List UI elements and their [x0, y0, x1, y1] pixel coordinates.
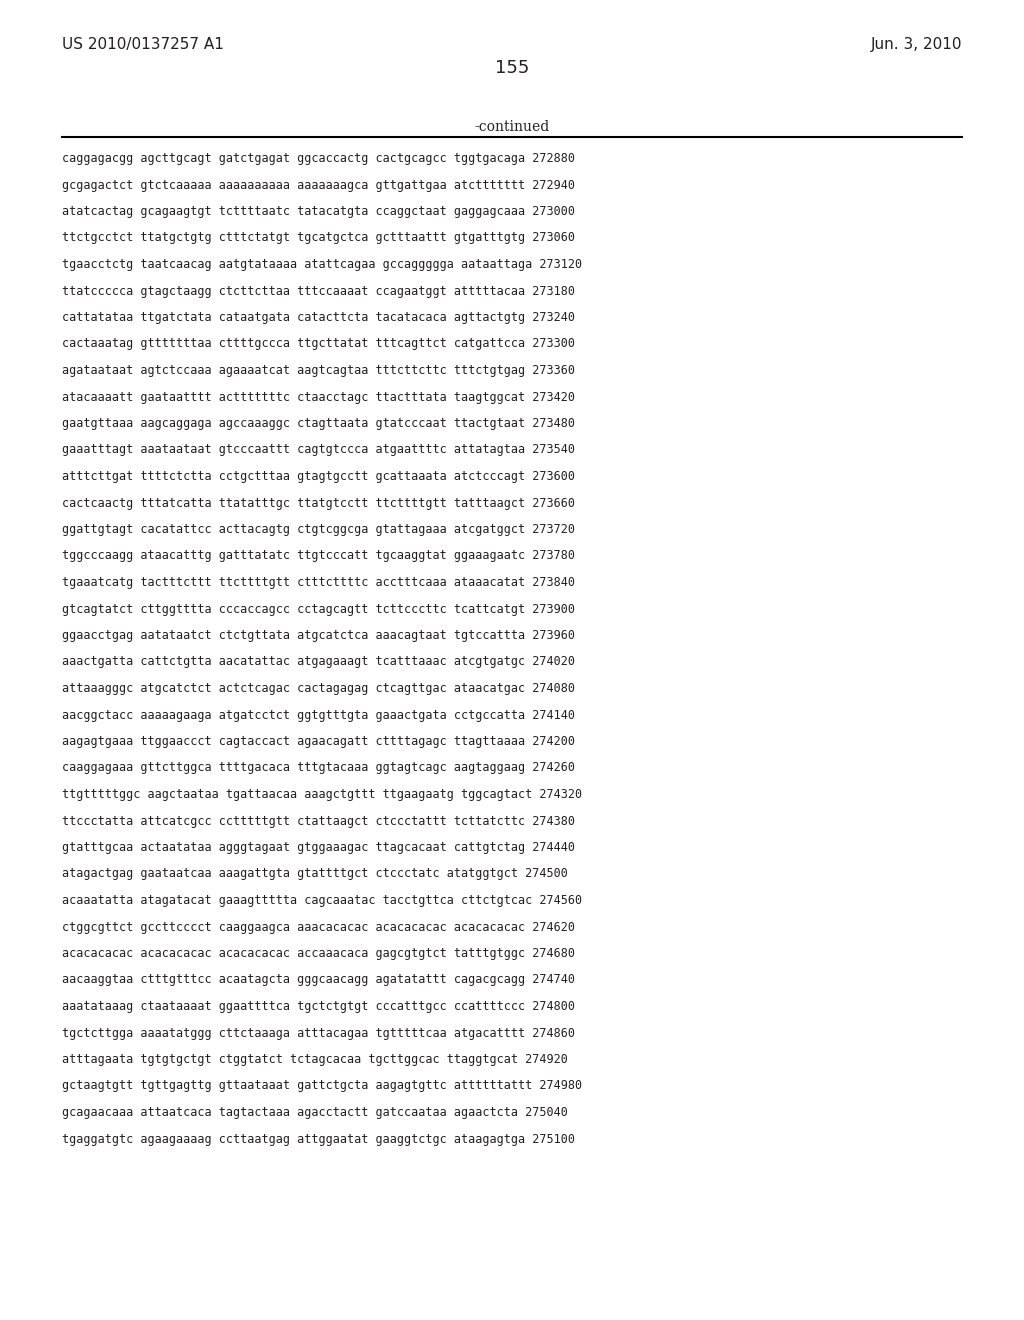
Text: acaaatatta atagatacat gaaagttttta cagcaaatac tacctgttca cttctgtcac 274560: acaaatatta atagatacat gaaagttttta cagcaa…	[62, 894, 582, 907]
Text: atagactgag gaataatcaa aaagattgta gtattttgct ctccctatc atatggtgct 274500: atagactgag gaataatcaa aaagattgta gtatttt…	[62, 867, 568, 880]
Text: aaactgatta cattctgtta aacatattac atgagaaagt tcatttaaac atcgtgatgc 274020: aaactgatta cattctgtta aacatattac atgagaa…	[62, 656, 575, 668]
Text: gtcagtatct cttggtttta cccaccagcc cctagcagtt tcttcccttc tcattcatgt 273900: gtcagtatct cttggtttta cccaccagcc cctagca…	[62, 602, 575, 615]
Text: cactcaactg tttatcatta ttatatttgc ttatgtcctt ttcttttgtt tatttaagct 273660: cactcaactg tttatcatta ttatatttgc ttatgtc…	[62, 496, 575, 510]
Text: atatcactag gcagaagtgt tcttttaatc tatacatgta ccaggctaat gaggagcaaa 273000: atatcactag gcagaagtgt tcttttaatc tatacat…	[62, 205, 575, 218]
Text: agataataat agtctccaaa agaaaatcat aagtcagtaa tttcttcttc tttctgtgag 273360: agataataat agtctccaaa agaaaatcat aagtcag…	[62, 364, 575, 378]
Text: tgaaatcatg tactttcttt ttcttttgtt ctttcttttc acctttcaaa ataaacatat 273840: tgaaatcatg tactttcttt ttcttttgtt ctttctt…	[62, 576, 575, 589]
Text: tgctcttgga aaaatatggg cttctaaaga atttacagaa tgtttttcaa atgacatttt 274860: tgctcttgga aaaatatggg cttctaaaga atttaca…	[62, 1027, 575, 1040]
Text: Jun. 3, 2010: Jun. 3, 2010	[870, 37, 962, 51]
Text: gaatgttaaa aagcaggaga agccaaaggc ctagttaata gtatcccaat ttactgtaat 273480: gaatgttaaa aagcaggaga agccaaaggc ctagtta…	[62, 417, 575, 430]
Text: aaatataaag ctaataaaat ggaattttca tgctctgtgt cccatttgcc ccattttccc 274800: aaatataaag ctaataaaat ggaattttca tgctctg…	[62, 1001, 575, 1012]
Text: aacaaggtaa ctttgtttcc acaatagcta gggcaacagg agatatattt cagacgcagg 274740: aacaaggtaa ctttgtttcc acaatagcta gggcaac…	[62, 974, 575, 986]
Text: atttagaata tgtgtgctgt ctggtatct tctagcacaa tgcttggcac ttaggtgcat 274920: atttagaata tgtgtgctgt ctggtatct tctagcac…	[62, 1053, 568, 1067]
Text: ggaacctgag aatataatct ctctgttata atgcatctca aaacagtaat tgtccattta 273960: ggaacctgag aatataatct ctctgttata atgcatc…	[62, 630, 575, 642]
Text: ggattgtagt cacatattcc acttacagtg ctgtcggcga gtattagaaa atcgatggct 273720: ggattgtagt cacatattcc acttacagtg ctgtcgg…	[62, 523, 575, 536]
Text: caaggagaaa gttcttggca ttttgacaca tttgtacaaa ggtagtcagc aagtaggaag 274260: caaggagaaa gttcttggca ttttgacaca tttgtac…	[62, 762, 575, 775]
Text: ttctgcctct ttatgctgtg ctttctatgt tgcatgctca gctttaattt gtgatttgtg 273060: ttctgcctct ttatgctgtg ctttctatgt tgcatgc…	[62, 231, 575, 244]
Text: US 2010/0137257 A1: US 2010/0137257 A1	[62, 37, 224, 51]
Text: ctggcgttct gccttcccct caaggaagca aaacacacac acacacacac acacacacac 274620: ctggcgttct gccttcccct caaggaagca aaacaca…	[62, 920, 575, 933]
Text: ttccctatta attcatcgcc cctttttgtt ctattaagct ctccctattt tcttatcttc 274380: ttccctatta attcatcgcc cctttttgtt ctattaa…	[62, 814, 575, 828]
Text: cattatataa ttgatctata cataatgata catacttcta tacatacaca agttactgtg 273240: cattatataa ttgatctata cataatgata catactt…	[62, 312, 575, 323]
Text: acacacacac acacacacac acacacacac accaaacaca gagcgtgtct tatttgtggc 274680: acacacacac acacacacac acacacacac accaaac…	[62, 946, 575, 960]
Text: tgaggatgtc agaagaaaag ccttaatgag attggaatat gaaggtctgc ataagagtga 275100: tgaggatgtc agaagaaaag ccttaatgag attggaa…	[62, 1133, 575, 1146]
Text: gaaatttagt aaataataat gtcccaattt cagtgtccca atgaattttc attatagtaa 273540: gaaatttagt aaataataat gtcccaattt cagtgtc…	[62, 444, 575, 457]
Text: ttgtttttggc aagctaataa tgattaacaa aaagctgttt ttgaagaatg tggcagtact 274320: ttgtttttggc aagctaataa tgattaacaa aaagct…	[62, 788, 582, 801]
Text: tgaacctctg taatcaacag aatgtataaaa atattcagaa gccaggggga aataattaga 273120: tgaacctctg taatcaacag aatgtataaaa atattc…	[62, 257, 582, 271]
Text: gcagaacaaa attaatcaca tagtactaaa agacctactt gatccaataa agaactcta 275040: gcagaacaaa attaatcaca tagtactaaa agaccta…	[62, 1106, 568, 1119]
Text: aagagtgaaa ttggaaccct cagtaccact agaacagatt cttttagagc ttagttaaaa 274200: aagagtgaaa ttggaaccct cagtaccact agaacag…	[62, 735, 575, 748]
Text: gctaagtgtt tgttgagttg gttaataaat gattctgcta aagagtgttc attttttattt 274980: gctaagtgtt tgttgagttg gttaataaat gattctg…	[62, 1080, 582, 1093]
Text: gcgagactct gtctcaaaaa aaaaaaaaaa aaaaaaagca gttgattgaa atcttttttt 272940: gcgagactct gtctcaaaaa aaaaaaaaaa aaaaaaa…	[62, 178, 575, 191]
Text: atacaaaatt gaataatttt actttttttc ctaacctagc ttactttata taagtggcat 273420: atacaaaatt gaataatttt actttttttc ctaacct…	[62, 391, 575, 404]
Text: aacggctacc aaaaagaaga atgatcctct ggtgtttgta gaaactgata cctgccatta 274140: aacggctacc aaaaagaaga atgatcctct ggtgttt…	[62, 709, 575, 722]
Text: cactaaatag gtttttttaa cttttgccca ttgcttatat tttcagttct catgattcca 273300: cactaaatag gtttttttaa cttttgccca ttgctta…	[62, 338, 575, 351]
Text: caggagacgg agcttgcagt gatctgagat ggcaccactg cactgcagcc tggtgacaga 272880: caggagacgg agcttgcagt gatctgagat ggcacca…	[62, 152, 575, 165]
Text: tggcccaagg ataacatttg gatttatatc ttgtcccatt tgcaaggtat ggaaagaatc 273780: tggcccaagg ataacatttg gatttatatc ttgtccc…	[62, 549, 575, 562]
Text: atttcttgat ttttctctta cctgctttaa gtagtgcctt gcattaaata atctcccagt 273600: atttcttgat ttttctctta cctgctttaa gtagtgc…	[62, 470, 575, 483]
Text: -continued: -continued	[474, 120, 550, 135]
Text: attaaagggc atgcatctct actctcagac cactagagag ctcagttgac ataacatgac 274080: attaaagggc atgcatctct actctcagac cactaga…	[62, 682, 575, 696]
Text: ttatccccca gtagctaagg ctcttcttaa tttccaaaat ccagaatggt atttttacaa 273180: ttatccccca gtagctaagg ctcttcttaa tttccaa…	[62, 285, 575, 297]
Text: gtatttgcaa actaatataa agggtagaat gtggaaagac ttagcacaat cattgtctag 274440: gtatttgcaa actaatataa agggtagaat gtggaaa…	[62, 841, 575, 854]
Text: 155: 155	[495, 59, 529, 77]
